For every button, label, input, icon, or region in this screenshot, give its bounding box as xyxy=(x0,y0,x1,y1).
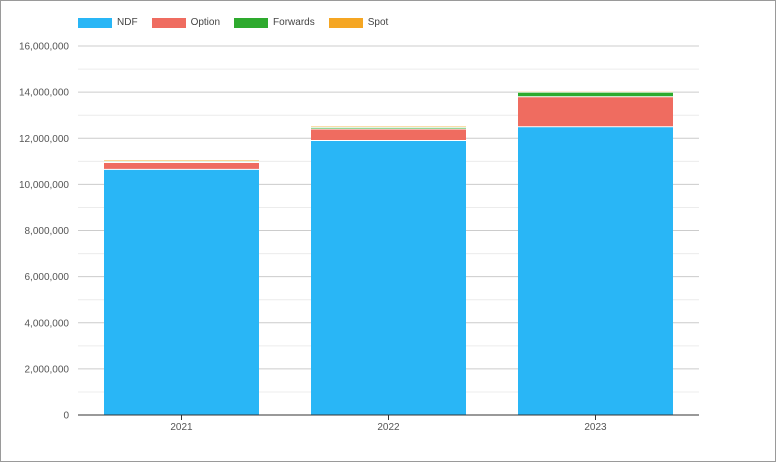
x-tick-label: 2023 xyxy=(584,422,607,433)
bar-option-2023[interactable] xyxy=(518,96,673,127)
bar-stacks xyxy=(104,91,673,415)
y-tick-label: 4,000,000 xyxy=(25,318,70,329)
legend-item-ndf[interactable]: NDF xyxy=(78,17,138,28)
legend-item-forwards[interactable]: Forwards xyxy=(234,17,315,28)
bar-forwards-2023[interactable] xyxy=(518,92,673,97)
legend-item-spot[interactable]: Spot xyxy=(328,17,389,28)
x-tick-label: 2022 xyxy=(377,422,400,433)
legend-label-forwards: Forwards xyxy=(273,17,315,28)
bar-option-2022[interactable] xyxy=(311,129,466,141)
bar-option-2021[interactable] xyxy=(104,162,259,170)
bar-ndf-2023[interactable] xyxy=(518,126,673,415)
y-tick-label: 0 xyxy=(63,411,69,422)
y-tick-label: 16,000,000 xyxy=(19,42,69,53)
legend-label-option: Option xyxy=(190,17,221,28)
legend-label-spot: Spot xyxy=(367,17,389,28)
y-tick-label: 2,000,000 xyxy=(25,364,70,375)
y-tick-label: 14,000,000 xyxy=(19,88,69,99)
bar-forwards-2022[interactable] xyxy=(311,127,466,130)
bar-forwards-2021[interactable] xyxy=(104,161,259,163)
bar-ndf-2021[interactable] xyxy=(104,169,259,415)
legend-item-option[interactable]: Option xyxy=(151,17,221,28)
legend-swatch-spot xyxy=(328,17,363,28)
legend-swatch-forwards xyxy=(234,17,269,28)
legend-swatch-ndf xyxy=(78,17,112,28)
y-tick-label: 10,000,000 xyxy=(19,180,69,191)
bar-ndf-2022[interactable] xyxy=(311,140,466,415)
axes: 0 2,000,000 4,000,000 6,000,000 8,000,000 10,… xyxy=(19,42,699,433)
x-tick-label: 2021 xyxy=(170,422,193,433)
y-tick-label: 8,000,000 xyxy=(25,226,70,237)
y-tick-label: 12,000,000 xyxy=(19,134,69,145)
legend-swatch-option xyxy=(151,17,186,28)
chart-legend: NDF Option Forwards Spot xyxy=(78,17,402,28)
y-tick-label: 6,000,000 xyxy=(25,272,70,283)
legend-label-ndf: NDF xyxy=(117,17,138,28)
